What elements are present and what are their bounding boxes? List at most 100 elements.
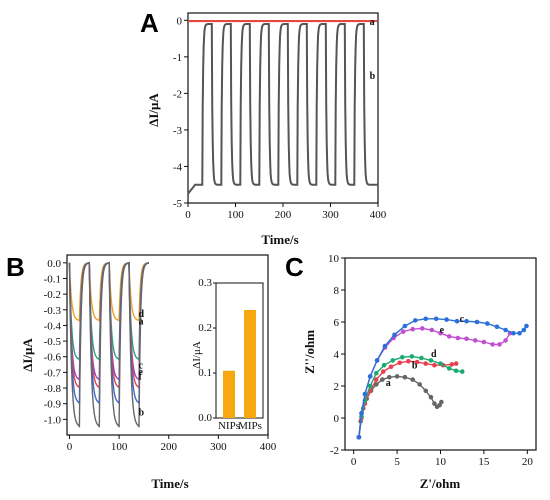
panel-a-curve-label: b: [370, 71, 376, 82]
panel-c-point-d: [390, 358, 396, 363]
panel-c-point-c: [464, 318, 469, 324]
panel-b-ytick-label: -0.7: [44, 367, 62, 379]
panel-c-xtick-label: 15: [478, 456, 490, 468]
panel-c-ytick-label: 4: [334, 349, 340, 361]
panel-c-point-a: [402, 374, 408, 380]
panel-c-point-a: [439, 399, 444, 405]
panel-label-a: A: [140, 8, 159, 38]
panel-b-ylabel: ΔI/μA: [20, 338, 35, 372]
panel-c-ytick-label: 10: [328, 253, 340, 265]
panel-c-point-d: [446, 366, 452, 371]
panel-c-point-c: [474, 319, 480, 325]
panel-c-xtick-label: 5: [394, 456, 400, 468]
panel-c-point-b: [380, 369, 386, 374]
panel-b-ytick-label: -0.3: [44, 305, 62, 317]
panel-a-ytick-label: -1: [173, 52, 182, 64]
panel-c-point-b: [449, 362, 455, 367]
panel-c-point-e: [481, 339, 487, 345]
panel-c-point-b: [414, 359, 420, 365]
panel-c-curve-label: d: [431, 349, 437, 360]
panel-b-ytick-label: -0.9: [44, 399, 62, 411]
panel-c-point-c: [356, 434, 362, 440]
panel-c-ytick-label: 2: [334, 381, 340, 393]
panel-c-point-d: [409, 354, 415, 359]
panel-c-ytick-label: 8: [334, 285, 340, 297]
panel-c-point-b: [373, 377, 379, 382]
panel-c-point-b: [406, 358, 411, 364]
panel-c-xtick-label: 0: [351, 456, 357, 468]
panel-b-frame: [66, 254, 269, 436]
panel-b-ytick-label: -0.5: [44, 336, 62, 348]
panel-b-curve-label: e: [138, 367, 143, 378]
panel-a-ytick-label: -5: [173, 198, 183, 210]
panel-c-point-d: [373, 370, 379, 376]
panel-c-point-e: [503, 338, 508, 343]
panel-b-inset-category-label: MIPs: [238, 420, 262, 432]
panel-a-xtick-label: 0: [185, 209, 191, 221]
panel-c-point-e: [419, 326, 425, 331]
panel-b-xlabel: Time/s: [151, 476, 188, 491]
panel-a-xtick-label: 300: [322, 209, 339, 221]
panel-c-point-d: [453, 368, 459, 374]
panel-c-point-e: [455, 335, 461, 341]
panel-c-xlabel: Z'/ohm: [420, 476, 461, 491]
panel-c-point-c: [374, 358, 380, 363]
panel-c-point-c: [494, 324, 500, 330]
panel-c-frame: [344, 257, 537, 451]
panel-b-ytick-label: -0.6: [44, 352, 62, 364]
panel-a-ytick-label: -2: [173, 88, 182, 100]
panel-c-point-e: [438, 330, 443, 336]
panel-c-curve-label: e: [440, 325, 445, 336]
panel-a-frame: [187, 12, 379, 204]
panel-a-xtick-label: 200: [275, 209, 292, 221]
panel-c-point-a: [432, 401, 437, 406]
panel-b-xtick-label: 300: [210, 441, 227, 453]
panel-c-point-b: [397, 360, 402, 366]
panel-c-point-a: [417, 382, 422, 387]
panel-a-xtick-label: 100: [227, 209, 244, 221]
panel-b-ytick-label: -1.0: [44, 414, 62, 426]
panel-c-point-c: [503, 327, 508, 333]
panel-b-curve-label: f: [138, 372, 142, 383]
panel-c-point-d: [438, 361, 443, 366]
panel-c-point-b: [388, 364, 394, 370]
panel-c-curve-label: a: [386, 378, 391, 389]
panel-c-point-e: [400, 329, 406, 334]
panel-b-ytick-label: -0.2: [44, 289, 61, 301]
panel-c-point-a: [380, 377, 385, 382]
panel-c-point-c: [444, 317, 449, 322]
panel-c-point-c: [362, 391, 368, 397]
panel-c-point-b: [432, 362, 437, 368]
panel-a-ytick-label: 0: [177, 15, 183, 27]
panel-c-point-d: [459, 369, 465, 374]
panel-a-ytick-label: -4: [173, 161, 183, 173]
panel-c-point-d: [419, 355, 424, 361]
panel-c-chart: 0 5 10 15 20 -2 0 2 4 6 8 10 c e d b a: [328, 253, 537, 468]
panel-a-ytick-label: -3: [173, 125, 183, 137]
panel-b-inset-ytick-label: 0.2: [198, 322, 212, 334]
panel-c-ylabel: Z''/ohm: [302, 330, 317, 374]
panel-c-point-c: [485, 321, 490, 326]
panel-c-point-c: [382, 343, 388, 349]
panel-c-series-e: [358, 327, 511, 438]
panel-c-point-c: [517, 330, 522, 336]
panel-c-xtick-label: 10: [435, 456, 447, 468]
panel-a-series-b: [187, 23, 378, 195]
panel-c-point-e: [464, 336, 469, 342]
panel-b-ytick-label: 0.0: [47, 258, 61, 270]
panel-c-point-c: [359, 410, 364, 416]
panel-b-inset-ytick-label: 0.1: [198, 367, 212, 379]
panel-c-xtick-label: 20: [522, 456, 534, 468]
panel-b-curve-label: d: [138, 309, 144, 320]
panel-c-point-c: [423, 316, 429, 322]
panel-b-curve-label: b: [138, 408, 144, 419]
panel-c-point-c: [392, 332, 397, 338]
panel-c-ytick-label: -2: [330, 445, 339, 457]
panel-a-xtick-label: 400: [370, 209, 387, 221]
panel-b-curve-label: c: [138, 361, 143, 372]
panel-c-series-c: [358, 318, 528, 438]
panel-c-point-c: [367, 374, 373, 379]
panel-c-point-a: [410, 377, 416, 382]
panel-b-ytick-label: -0.8: [44, 383, 62, 395]
